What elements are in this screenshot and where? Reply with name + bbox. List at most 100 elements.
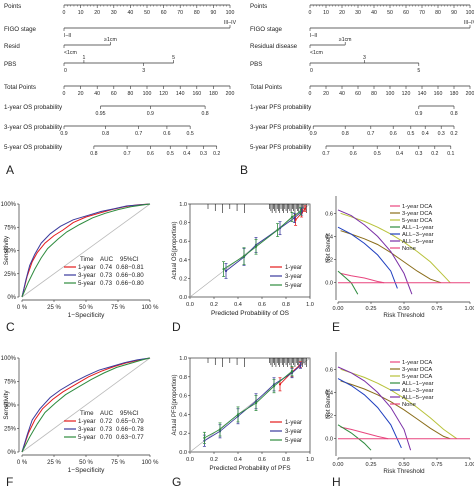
calibration-point [290,370,294,373]
legend-label: 3-year [285,429,302,435]
nomogram-tick-label: 80 [194,10,200,16]
x-tick-label: 0.4 [234,302,242,308]
nomogram-row-label: Total Points [250,84,282,91]
nomogram-tick-label: 70 [177,10,183,16]
x-tick-label: 0.00 [333,306,344,312]
x-tick-label: 0.8 [282,302,290,308]
calibration-point [276,228,279,232]
nomogram-tick-label: 90 [211,10,217,16]
nomogram-row-label: FIGO stage [250,26,283,33]
y-tick-label: 0.6 [179,239,187,245]
dca-panel-e: 0.00 0.25 0.50 0.75 1.00 0.0 0.2 0.4 0.6 Risk Thr… [325,196,474,319]
y-tick-label: 0.2 [179,276,187,282]
nomogram-tick-label: 0.7 [322,151,329,157]
y-tick-label: 0.2 [325,258,333,264]
y-tick-label: 50% [4,249,17,255]
calibration-point [272,385,276,388]
nomogram-tick-label: 10 [78,10,84,16]
dca-panel-h: 0.00 0.25 0.50 0.75 1.00 0.0 0.2 0.4 0.6 Risk Thr… [325,352,474,475]
nomogram-tick-label: 0.1 [447,151,454,157]
x-tick-label: 0.0 [186,457,194,463]
x-tick-label: 1.0 [306,302,314,308]
nomogram-tick-label: III–IV [224,20,237,26]
nomogram-tick-label: 0.9 [60,131,67,137]
nomogram-tick-label: 0.5 [167,151,174,157]
nomogram-tick-label: 60 [111,91,117,97]
y-tick-label: 0.8 [179,375,187,381]
nomogram-tick-label: 60 [403,10,409,16]
nomogram-row-label: FIGO stage [4,26,37,33]
y-tick-label: 0.0 [325,437,333,443]
y-axis-label: Actual OS(proportion) [172,221,178,279]
nomogram-tick-label: 70 [419,10,425,16]
plot-frame [189,357,311,453]
nomogram-tick-label: 0.6 [147,151,154,157]
reference-diagonal [21,357,151,453]
auc-ci: 0.66−0.80 [116,272,144,279]
decision-curve [337,209,413,295]
auc-table-header: 95%CI [120,410,139,417]
nomogram-tick-label: 0 [64,68,67,74]
nomogram-row-label: Residual disease [250,43,298,50]
nomogram-tick-label: 0.8 [201,111,208,117]
nomogram-tick-label: 100 [466,10,474,16]
nomogram-row-label: PBS [250,61,262,68]
nomogram-row-label: 3-year PFS probability [250,124,312,131]
nomogram-tick-label: 0.4 [183,151,190,157]
legend-label: ALL−3−year [402,232,434,238]
decision-curve [340,230,442,284]
legend-label: ALL−5−year [402,239,434,245]
nomogram-tick-label: 160 [192,91,201,97]
nomogram-tick-label: 80 [435,10,441,16]
nomogram-tick-label: 0.2 [450,131,457,137]
y-tick-label: 75% [4,380,17,386]
x-tick-label: 100 % [141,305,159,311]
auc-value: 0.74 [100,264,113,271]
nomogram-tick-label: 0.2 [213,151,220,157]
x-tick-label: 0.6 [258,457,266,463]
nomogram-tick-label: 30 [111,10,117,16]
nomogram-tick-label: 120 [402,91,411,97]
decision-curve [337,366,412,451]
nomogram-tick-label: 40 [94,91,100,97]
auc-value: 0.72 [100,418,113,425]
y-axis-label: Actual PFS(proportion) [172,374,178,435]
nomogram-tick-label: 0.4 [396,151,403,157]
panel-letter-h: H [332,475,341,489]
decision-curve [340,212,451,284]
calibration-line [223,211,301,270]
calibration-point [203,436,206,439]
nomogram-tick-label: 0 [309,10,312,16]
nomogram-tick-label: 0.8 [90,151,97,157]
nomogram-tick-label: 40 [371,10,377,16]
x-axis-label: 1−Specificity [68,467,105,474]
x-axis-label: 1−Specificity [68,312,105,319]
legend-label: 3-year [285,274,302,280]
roc-curve [21,203,151,298]
nomogram-tick-label: 50 [144,10,150,16]
legend-label: 1-year DCA [402,360,432,366]
nomogram-tick-label: I–II [64,33,71,39]
x-tick-label: 0.75 [432,306,443,312]
reference-diagonal [21,203,151,298]
calibration-point [304,207,307,210]
auc-ci: 0.66−0.80 [116,280,144,287]
decision-curve [340,368,458,440]
panel-letter-b: B [240,163,248,177]
legend-label: 5-year DCA [402,218,432,224]
legend-label: None [402,402,416,408]
nomogram-tick-label: 0.8 [450,111,457,117]
nomogram-tick-label: 100 [143,91,152,97]
auc-ci: 0.65−0.79 [116,418,144,425]
auc-series-name: 5-year [78,434,96,441]
panel-letter-a: A [6,163,14,177]
auc-value: 0.73 [100,280,113,287]
nomogram-tick-label: 80 [371,91,377,97]
nomogram-tick-label: 0.4 [422,131,429,137]
nomogram-tick-label: 180 [209,91,218,97]
y-tick-label: 0% [7,295,16,301]
y-tick-label: 0.0 [179,450,187,456]
x-tick-label: 75 % [111,460,125,466]
